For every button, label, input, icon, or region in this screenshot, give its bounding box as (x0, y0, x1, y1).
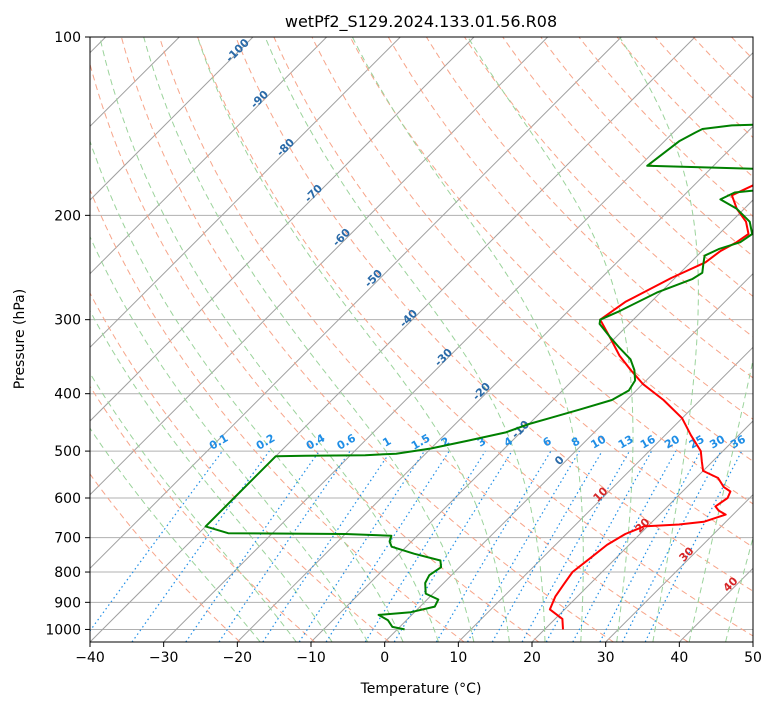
isotherm-line (605, 493, 753, 642)
dry-adiabat-line (120, 37, 614, 642)
mixing-ratio-line (435, 450, 552, 642)
y-tick-label: 600 (54, 491, 81, 507)
moist-adiabat-line (90, 235, 369, 642)
isotherm-line (90, 37, 401, 349)
y-tick-label: 1000 (45, 622, 81, 638)
thermodynamic-background-lines (90, 37, 753, 642)
isotherm-line (90, 37, 696, 642)
dry-adiabat-line (273, 37, 753, 548)
moist-adiabat-line (264, 37, 546, 642)
y-axis-label: Pressure (hPa) (12, 289, 28, 389)
moist-adiabat-line (99, 37, 439, 642)
moist-adiabat-line (90, 139, 404, 642)
isotherm-line (90, 37, 254, 201)
y-tick-label: 500 (54, 444, 81, 460)
x-tick-label: −10 (296, 650, 326, 666)
y-tick-label: 700 (54, 531, 81, 547)
x-tick-label: −20 (223, 650, 253, 666)
dry-adiabat-line (90, 473, 241, 642)
dry-adiabat-line (90, 385, 316, 642)
mixing-ratio-line (325, 450, 450, 642)
dry-adiabat-line (90, 292, 390, 642)
y-axis-ticks: 100 200 300 400 500 600 700 800 900 1000 (45, 30, 90, 638)
moist-adiabat-line (619, 37, 699, 642)
x-axis-ticks: −40 −30 −20 −10 0 10 20 30 40 50 (75, 642, 762, 666)
chart-title: wetPf2_S129.2024.133.01.56.R08 (285, 12, 557, 32)
plot-frame (89, 36, 754, 643)
temperature-profile-line (548, 184, 753, 630)
moist-adiabat-line (725, 536, 753, 642)
moist-adiabat-line (688, 357, 753, 642)
isotherm-line (236, 125, 753, 642)
mixing-ratio-line (364, 450, 486, 642)
x-tick-label: 40 (670, 650, 688, 666)
mixing-ratio-line (185, 450, 320, 642)
x-tick-label: −40 (75, 650, 105, 666)
isotherm-line (90, 37, 328, 275)
mixing-ratio-line (131, 450, 270, 642)
moist-adiabat-line (351, 37, 584, 642)
isotherm-line (90, 37, 475, 422)
y-tick-label: 100 (54, 30, 81, 46)
dry-adiabat-line (90, 62, 540, 642)
mixing-ratio-line (572, 450, 677, 642)
moist-adiabat-line (90, 372, 297, 642)
moist-adiabat-line (90, 309, 333, 642)
dry-adiabat-line (387, 37, 753, 420)
x-tick-label: 0 (380, 650, 389, 666)
x-tick-label: 50 (744, 650, 762, 666)
dry-adiabat-line (197, 37, 753, 637)
moist-adiabat-line (90, 427, 261, 642)
y-tick-label: 800 (54, 565, 81, 581)
mixing-ratio-line (466, 450, 580, 642)
isotherm-line (163, 51, 753, 642)
pressure-gridlines (90, 37, 753, 630)
x-tick-label: 30 (597, 650, 615, 666)
mixing-ratio-line (393, 450, 513, 642)
mixing-ratio-line (491, 450, 603, 642)
isotherm-line (90, 37, 549, 496)
x-tick-label: 20 (523, 650, 541, 666)
x-tick-label: 10 (449, 650, 467, 666)
isotherm-line (384, 272, 753, 642)
y-tick-label: 300 (54, 313, 81, 329)
mixing-ratio-line (298, 450, 425, 642)
moist-adiabat-line (143, 37, 475, 642)
dry-adiabat-line (616, 37, 753, 178)
dry-adiabat-line (311, 37, 753, 505)
isotherm-line (90, 37, 622, 570)
y-tick-label: 900 (54, 595, 81, 611)
dry-adiabat-line (349, 37, 753, 462)
dewpoint-profile-line (204, 123, 753, 631)
dry-adiabat-line (90, 188, 465, 642)
x-tick-label: −30 (149, 650, 179, 666)
mixing-ratio-line (90, 450, 223, 632)
isotherm-line (457, 346, 753, 642)
y-tick-label: 200 (54, 208, 81, 224)
mixing-ratio-line (521, 450, 631, 642)
y-tick-label: 400 (54, 387, 81, 403)
dry-adiabat-line (425, 37, 753, 379)
dry-adiabat-line (235, 37, 753, 592)
moist-adiabat-line (197, 37, 510, 642)
dry-adiabat-line (159, 37, 689, 642)
mixing-ratio-line (545, 450, 653, 642)
dry-adiabat-line (540, 37, 753, 257)
x-axis-label: Temperature (°C) (360, 681, 482, 697)
profile-series (204, 123, 753, 631)
isotherm-line (531, 420, 753, 642)
dry-adiabat-line (502, 37, 753, 297)
